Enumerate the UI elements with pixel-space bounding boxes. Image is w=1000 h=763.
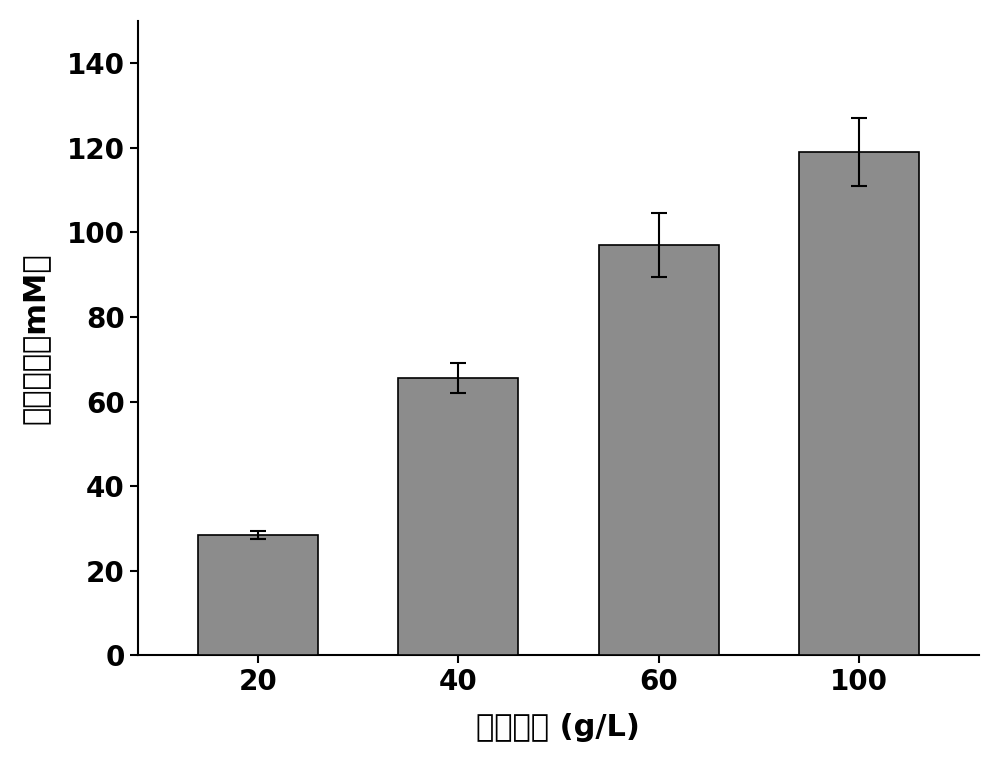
Bar: [599, 245, 719, 655]
Bar: [198, 535, 318, 655]
Y-axis label: 氢气产量（mM）: 氢气产量（mM）: [21, 253, 50, 424]
Bar: [799, 152, 919, 655]
X-axis label: 底物浓度 (g/L): 底物浓度 (g/L): [476, 713, 640, 742]
Bar: [398, 378, 518, 655]
